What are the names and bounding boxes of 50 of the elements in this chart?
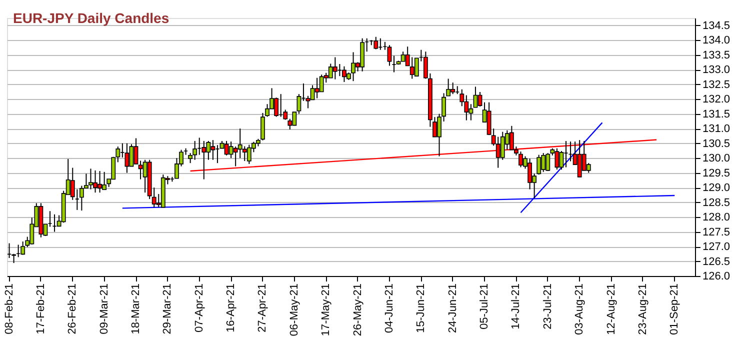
y-tick-label: 132.5 — [702, 78, 730, 91]
y-tick-label: 129.0 — [702, 182, 730, 194]
x-tick-label: 24-Jun-21 — [446, 284, 459, 334]
x-tick-label: 17-Feb-21 — [34, 284, 47, 334]
x-tick-label: 23-Aug-21 — [636, 284, 649, 335]
x-tick-label: 12-Aug-21 — [605, 284, 618, 335]
x-tick-label: 07-Apr-21 — [193, 284, 206, 332]
x-tick-label: 08-Feb-21 — [3, 284, 16, 334]
y-tick-label: 134.0 — [702, 34, 730, 47]
candlestick — [134, 138, 138, 164]
x-tick-label: 09-Mar-21 — [98, 284, 110, 334]
y-tick-label: 130.0 — [702, 152, 730, 165]
candlestick — [20, 241, 26, 256]
x-tick-label: 23-Jul-21 — [542, 284, 554, 330]
x-tick-label: 04-Jun-21 — [383, 284, 396, 334]
x-tick-label: 27-Apr-21 — [256, 284, 269, 332]
y-tick-label: 134.5 — [702, 20, 730, 32]
y-tick-label: 127.0 — [702, 241, 730, 254]
x-tick-label: 29-Mar-21 — [162, 284, 174, 334]
y-tick-label: 128.0 — [702, 212, 730, 224]
y-tick-label: 133.0 — [702, 64, 730, 76]
x-tick-label: 16-Apr-21 — [225, 284, 238, 332]
x-tick-label: 15-Jun-21 — [415, 284, 428, 334]
candlestick — [188, 152, 193, 164]
x-tick-label: 06-May-21 — [288, 284, 300, 336]
y-tick-label: 127.5 — [702, 226, 730, 238]
y-tick-label: 131.5 — [702, 108, 730, 120]
x-tick-label: 17-May-21 — [320, 284, 332, 336]
candlestick — [124, 142, 130, 174]
y-tick-label: 129.5 — [702, 167, 730, 180]
y-tick-label: 131.0 — [702, 123, 730, 136]
y-tick-label: 126.0 — [702, 270, 730, 282]
y-tick-label: 132.0 — [702, 94, 730, 106]
x-tick-label: 26-May-21 — [352, 284, 364, 336]
y-tick-label: 128.5 — [702, 196, 730, 209]
x-tick-label: 05-Jul-21 — [478, 284, 491, 330]
y-tick-label: 133.5 — [702, 49, 730, 62]
x-tick-label: 03-Aug-21 — [574, 284, 586, 335]
candlestick — [478, 92, 482, 107]
y-tick-label: 130.5 — [702, 138, 730, 150]
chart-title: EUR-JPY Daily Candles — [13, 10, 170, 26]
candlestick — [332, 56, 338, 80]
x-tick-label: 18-Mar-21 — [130, 284, 142, 334]
x-tick-label: 14-Jul-21 — [510, 284, 522, 330]
x-tick-label: 01-Sep-21 — [668, 284, 681, 335]
candlestick — [192, 140, 198, 160]
y-tick-label: 126.5 — [702, 256, 730, 268]
candlestick — [296, 94, 302, 114]
x-tick-label: 26-Feb-21 — [66, 284, 79, 334]
candlestick — [374, 36, 378, 50]
